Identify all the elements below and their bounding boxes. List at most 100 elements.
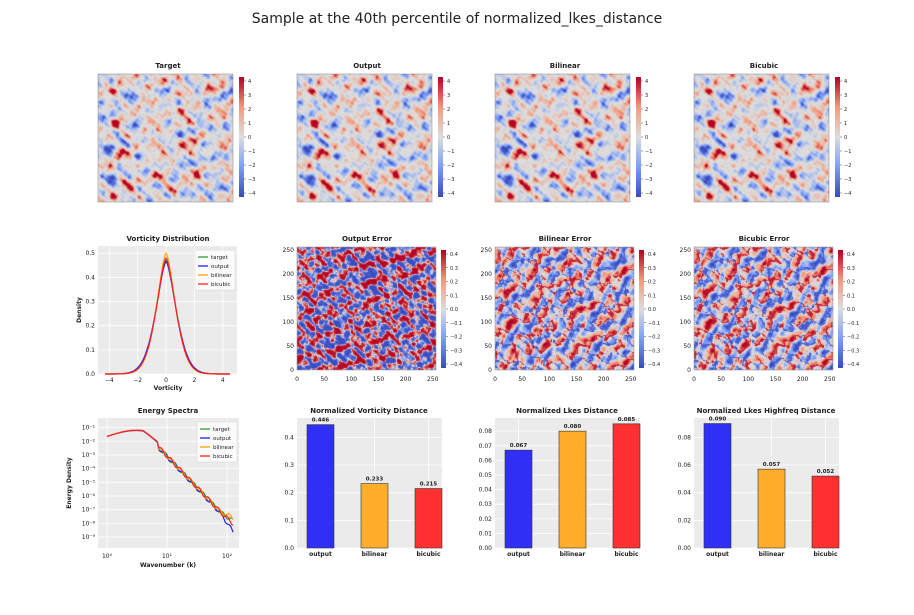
vort-xtick: 0 bbox=[164, 377, 168, 384]
error-ytick-0: 100 bbox=[283, 319, 295, 326]
field-colorbar-1-tick-label: 4 bbox=[447, 79, 450, 85]
bar-xtick-output: output bbox=[507, 551, 530, 558]
spec-ytick: 10⁻⁵ bbox=[82, 479, 96, 486]
error-colorbar-1-tick-label: 0.2 bbox=[648, 280, 656, 286]
error-xtick-1: 150 bbox=[571, 376, 583, 383]
bar-ytick-1: 0.08 bbox=[479, 428, 493, 435]
field-colorbar-2-tick-label: 4 bbox=[645, 79, 648, 85]
error-ytick-0: 0 bbox=[290, 367, 294, 374]
error-xtick-2: 200 bbox=[797, 376, 809, 383]
error-colorbar-0-tick-label: −0.2 bbox=[450, 335, 462, 341]
error-ytick-1: 250 bbox=[481, 247, 493, 254]
field-colorbar-3-tick-label: 0 bbox=[844, 135, 847, 141]
field-colorbar-1-tick-label: 0 bbox=[447, 135, 450, 141]
error-colorbar-0-tick-label: 0.1 bbox=[450, 293, 458, 299]
bar-ytick-2: 0.08 bbox=[678, 434, 692, 441]
field-colorbar-3-tick-label: −2 bbox=[844, 163, 851, 169]
field-image-3-frame bbox=[693, 73, 830, 203]
error-ytick-0: 200 bbox=[283, 271, 295, 278]
field-colorbar-1-tick-label: −4 bbox=[447, 191, 454, 197]
error-colorbar-0-tick-label: 0.4 bbox=[450, 252, 458, 258]
field-colorbar-0-tick-label: 3 bbox=[248, 93, 251, 99]
error-ytick-1: 50 bbox=[484, 343, 492, 350]
error-xtick-0: 50 bbox=[320, 376, 328, 383]
error-colorbar-1 bbox=[639, 250, 644, 368]
field-colorbar-2-tick-label: −4 bbox=[645, 191, 652, 197]
bar-ytick-0: 0.2 bbox=[284, 490, 294, 497]
bar-value-label-bilinear: 0.233 bbox=[366, 477, 384, 483]
vort-ylabel: Density bbox=[76, 297, 83, 323]
error-colorbar-1-tick-label: −0.1 bbox=[648, 321, 660, 327]
bar-output bbox=[504, 449, 533, 549]
bar-title-0: Normalized Vorticity Distance bbox=[310, 407, 428, 415]
bar-xtick-bicubic: bicubic bbox=[813, 551, 838, 558]
error-colorbar-2-tick-label: 0.1 bbox=[847, 293, 855, 299]
field-colorbar-0-tick-label: −1 bbox=[248, 149, 255, 155]
bar-output bbox=[306, 424, 335, 549]
bar-xtick-bicubic: bicubic bbox=[416, 551, 441, 558]
error-colorbar-0-tick-label: −0.3 bbox=[450, 348, 462, 354]
field-image-1 bbox=[297, 74, 432, 202]
error-xtick-2: 50 bbox=[717, 376, 725, 383]
bar-ytick-1: 0.07 bbox=[479, 443, 493, 450]
error-ytick-0: 250 bbox=[283, 247, 295, 254]
vort-xtick: 4 bbox=[221, 377, 225, 384]
field-image-2-frame bbox=[494, 73, 631, 203]
error-xtick-0: 0 bbox=[295, 376, 299, 383]
bar-bilinear bbox=[558, 430, 587, 549]
bar-xtick-bilinear: bilinear bbox=[560, 551, 586, 558]
field-colorbar-3-tick-label: 3 bbox=[844, 93, 847, 99]
bar-bilinear bbox=[360, 483, 389, 549]
vort-legend-label: bicubic bbox=[211, 282, 231, 288]
field-image-0 bbox=[98, 74, 233, 202]
bar-value-label-bicubic: 0.085 bbox=[618, 417, 636, 423]
field-colorbar-2-tick-label: −2 bbox=[645, 163, 652, 169]
bar-value-label-output: 0.090 bbox=[709, 417, 727, 423]
bar-bilinear bbox=[757, 468, 786, 549]
field-colorbar-2-tick-label: 0 bbox=[645, 135, 648, 141]
spec-ytick: 10⁻⁴ bbox=[82, 466, 96, 473]
vort-legend-label: target bbox=[211, 255, 229, 261]
plots-layer: Target 4 3 2 1 0 −1 −2 −3 −4 Output 4 3 2 1 0 −1 −2 −3 −4 Bi… bbox=[66, 62, 859, 569]
error-xtick-1: 50 bbox=[518, 376, 526, 383]
bar-ytick-1: 0.05 bbox=[479, 472, 493, 479]
spec-title: Energy Spectra bbox=[138, 407, 199, 415]
bar-output bbox=[703, 423, 732, 549]
suptitle: Sample at the 40th percentile of normali… bbox=[252, 11, 662, 27]
error-image-2-frame bbox=[693, 246, 834, 371]
error-xtick-2: 100 bbox=[743, 376, 755, 383]
bar-ytick-2: 0.04 bbox=[678, 490, 692, 497]
error-xtick-1: 200 bbox=[598, 376, 610, 383]
field-colorbar-1-tick-label: 3 bbox=[447, 93, 450, 99]
error-xtick-0: 200 bbox=[400, 376, 412, 383]
vort-ytick: 0.5 bbox=[85, 250, 95, 257]
bar-xtick-output: output bbox=[706, 551, 729, 558]
error-image-0-frame bbox=[296, 246, 437, 371]
error-colorbar-0-tick-label: 0.0 bbox=[450, 307, 458, 313]
bar-ytick-2: 0.06 bbox=[678, 462, 692, 469]
error-image-2 bbox=[694, 247, 833, 370]
error-colorbar-1-tick-label: 0.4 bbox=[648, 252, 656, 258]
error-colorbar-1-tick-label: −0.4 bbox=[648, 362, 660, 368]
field-title-3: Bicubic bbox=[750, 62, 778, 70]
spec-legend-label: output bbox=[213, 436, 232, 442]
field-colorbar-2-tick-label: 2 bbox=[645, 107, 648, 113]
spec-xlabel: Wavenumber (k) bbox=[140, 562, 196, 569]
field-colorbar-0 bbox=[239, 77, 244, 197]
vort-xtick: −4 bbox=[105, 377, 114, 384]
bar-xtick-bilinear: bilinear bbox=[759, 551, 785, 558]
field-colorbar-2-tick-label: −1 bbox=[645, 149, 652, 155]
error-title-2: Bicubic Error bbox=[739, 235, 790, 243]
vort-ytick: 0.4 bbox=[85, 274, 95, 281]
bar-ytick-1: 0.03 bbox=[479, 501, 493, 508]
bar-bicubic bbox=[414, 488, 443, 549]
vort-ytick: 0.2 bbox=[85, 323, 95, 330]
error-colorbar-0 bbox=[441, 250, 446, 368]
field-colorbar-2-tick-label: −3 bbox=[645, 177, 652, 183]
bar-ytick-1: 0.02 bbox=[479, 516, 493, 523]
bar-title-2: Normalized Lkes Highfreq Distance bbox=[697, 407, 836, 415]
spec-ytick: 10⁻⁷ bbox=[82, 507, 96, 514]
error-ytick-0: 50 bbox=[286, 343, 294, 350]
bar-ytick-2: 0.02 bbox=[678, 517, 692, 524]
spec-ytick: 10⁻² bbox=[82, 438, 96, 445]
